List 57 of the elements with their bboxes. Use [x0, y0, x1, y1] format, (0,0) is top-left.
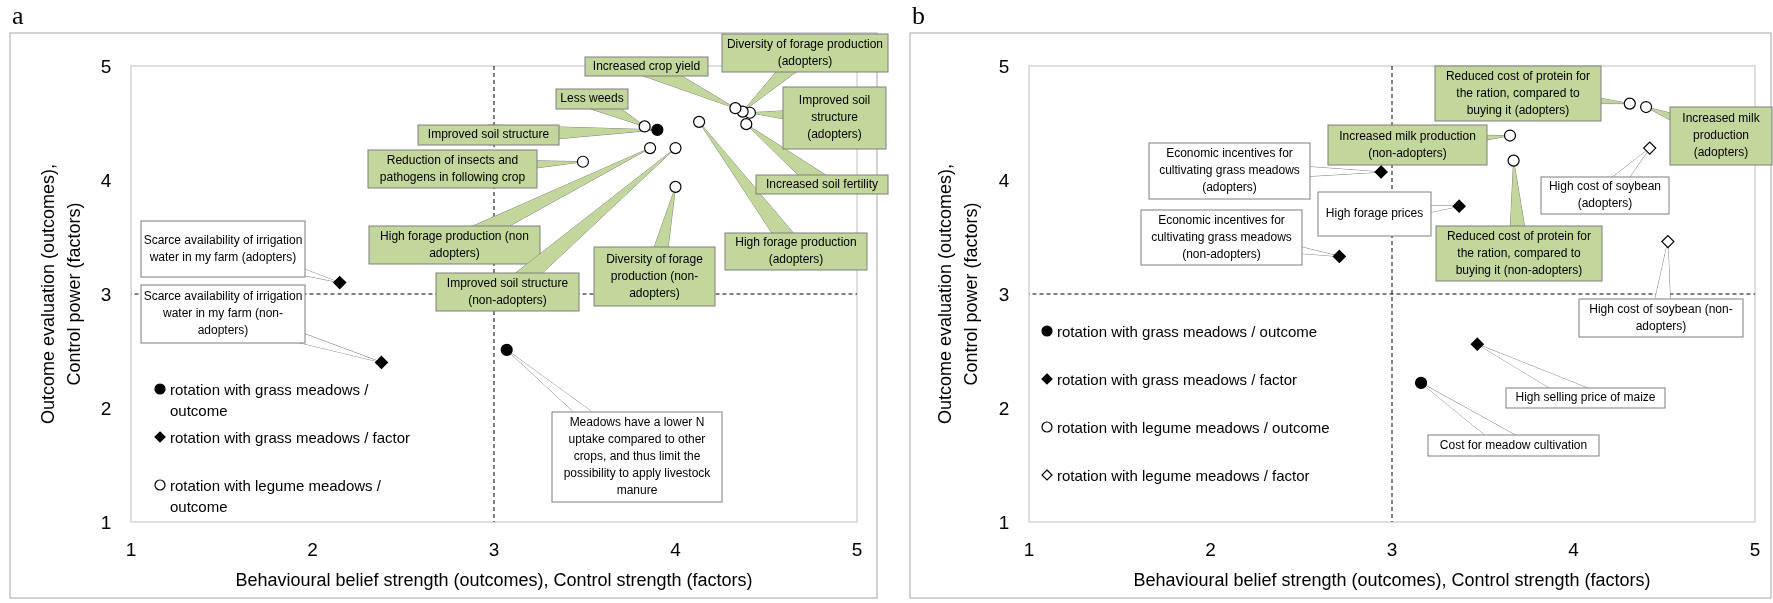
y-tick-label: 4	[998, 169, 1010, 191]
y-axis-title: Outcome evaluation (outcomes), Control power (factors)	[935, 163, 981, 425]
legend-label: rotation with legume meadows / factor	[1057, 466, 1310, 484]
legend-label: rotation with grass meadows / outcome	[1057, 322, 1318, 340]
annotation: Cost for meadow cultivation	[1439, 437, 1588, 452]
annotation: Diversity of forage production (non-adopters)	[606, 251, 704, 300]
x-tick-label: 4	[1568, 539, 1580, 560]
x-tick-label: 1	[125, 539, 137, 560]
x-tick-label: 3	[488, 539, 500, 560]
annotation: Improved soil structure (non-adopters)	[446, 275, 569, 307]
x-tick-label: 2	[1205, 539, 1216, 560]
annotation: Improved soil structure (adopters)	[798, 93, 871, 142]
annotation: Increased soil fertility	[765, 176, 879, 191]
y-axis-title: Outcome evaluation (outcomes), Control power (factors)	[38, 163, 84, 425]
x-tick-label: 2	[307, 539, 318, 560]
y-tick-label: 2	[998, 397, 1010, 419]
annotation: High forage prices	[1325, 206, 1424, 221]
annotation: Increased milk production (adopters)	[1682, 111, 1761, 160]
annotation: High cost of soybean (adopters)	[1548, 179, 1662, 211]
annotation: Increased crop yield	[592, 58, 701, 73]
chart-title: a	[12, 1, 24, 30]
y-tick-label: 5	[100, 55, 112, 77]
annotation: Improved soil structure	[427, 127, 550, 142]
x-tick-label: 5	[851, 539, 863, 560]
x-tick-label: 3	[1386, 539, 1398, 560]
annotation: High selling price of maize	[1515, 390, 1656, 405]
annotation: High cost of soybean (non-adopters)	[1589, 301, 1733, 333]
annotation: Economic incentives for cultivating grass meadows (non-adopters)	[1151, 212, 1292, 261]
y-tick-label: 3	[998, 283, 1010, 305]
annotation: High forage production (non adopters)	[380, 228, 529, 260]
legend-label: rotation with legume meadows / outcome	[170, 476, 382, 515]
x-axis-title: Behavioural belief strength (outcomes), Control strength (factors)	[1133, 570, 1651, 590]
annotation: Reduced cost of protein for the ration, compared to buying it (non-adopters)	[1446, 228, 1592, 277]
legend-label: rotation with grass meadows / factor	[170, 428, 411, 446]
legend-label: rotation with grass meadows / outcome	[170, 380, 370, 419]
annotation: Reduction of insects and pathogens in following crop	[379, 152, 526, 184]
annotation: Reduced cost of protein for the ration, compared to buying it (adopters)	[1445, 68, 1591, 117]
annotation: High forage production (adopters)	[735, 235, 857, 267]
annotation: Diversity of forage production (adopters)	[726, 36, 884, 68]
y-tick-label: 4	[100, 169, 112, 191]
x-axis-title: Behavioural belief strength (outcomes), Control strength (factors)	[235, 570, 753, 590]
y-tick-label: 1	[998, 511, 1010, 533]
annotation: Meadows have a lower N uptake compared to other crops, and thus limit the possibility to apply livestock manure	[563, 415, 712, 498]
annotation: Scarce availability of irrigation water in my farm (adopters)	[143, 232, 303, 264]
y-tick-label: 3	[100, 283, 112, 305]
x-tick-label: 5	[1749, 539, 1761, 560]
y-tick-label: 1	[100, 511, 112, 533]
legend-label: rotation with legume meadows / outcome	[1057, 418, 1330, 436]
legend-label: rotation with grass meadows / factor	[1057, 370, 1298, 388]
annotation: Economic incentives for cultivating grass meadows (adopters)	[1159, 146, 1300, 195]
x-tick-label: 1	[1023, 539, 1035, 560]
chart-title: b	[912, 1, 925, 30]
y-tick-label: 2	[100, 397, 112, 419]
annotation: Scarce availability of irrigation water in my farm (non-adopters)	[143, 289, 303, 338]
annotation: Less weeds	[560, 91, 624, 106]
x-tick-label: 4	[670, 539, 682, 560]
y-tick-label: 5	[998, 55, 1010, 77]
